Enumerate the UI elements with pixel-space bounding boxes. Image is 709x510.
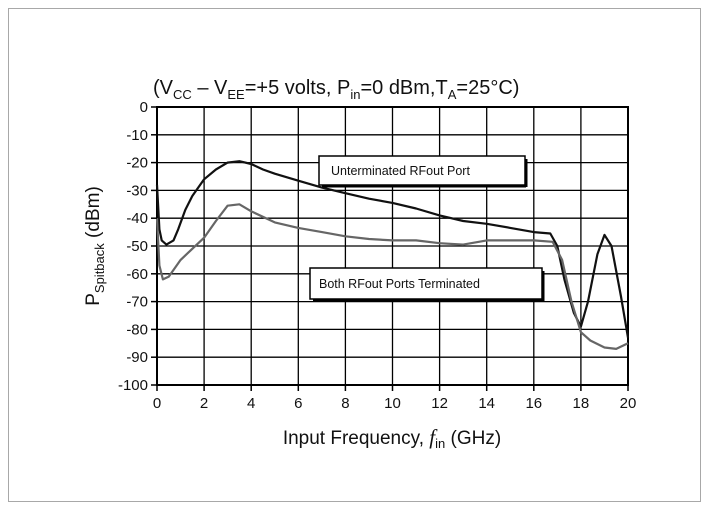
annotation-unterminated: Unterminated RFout Port xyxy=(318,155,528,188)
series-line-terminated xyxy=(155,203,629,350)
y-tick-label: -60 xyxy=(126,266,148,283)
y-axis-label: PSpitback (dBm) xyxy=(83,186,107,306)
y-tick-label: 0 xyxy=(140,99,148,116)
annotation-terminated: Both RFout Ports Terminated xyxy=(309,267,545,302)
y-tick-label: -50 xyxy=(126,238,148,255)
chart-title: (VCC – VEE=+5 volts, Pin=0 dBm,TA=25°C) xyxy=(153,77,519,102)
annotation-unterminated-text: Unterminated RFout Port xyxy=(331,164,470,178)
y-tick-label: -70 xyxy=(126,294,148,311)
y-tick-label: -10 xyxy=(126,127,148,144)
annotation-terminated-text: Both RFout Ports Terminated xyxy=(319,277,480,291)
y-tick-label: -100 xyxy=(118,377,148,394)
x-tick-label: 2 xyxy=(200,395,208,412)
x-tick-label: 12 xyxy=(431,395,448,412)
gridlines xyxy=(157,107,628,385)
x-tick-label: 4 xyxy=(247,395,255,412)
x-tick-label: 6 xyxy=(294,395,302,412)
y-tick-label: -80 xyxy=(126,321,148,338)
x-tick-label: 10 xyxy=(384,395,401,412)
series-group xyxy=(155,160,630,350)
series-line-unterminated xyxy=(155,160,630,338)
y-tick-label: -90 xyxy=(126,349,148,366)
y-tick-label: -40 xyxy=(126,210,148,227)
x-tick-label: 0 xyxy=(153,395,161,412)
x-tick-label: 8 xyxy=(341,395,349,412)
x-axis-label: Input Frequency, fin (GHz) xyxy=(283,425,501,451)
y-tick-label: -30 xyxy=(126,182,148,199)
axis-ticks: 0 2 4 6 8 10 12 14 16 18 20 0 -10 -20 -30 -40 -50 -60 -70 -… xyxy=(118,99,636,412)
x-tick-label: 14 xyxy=(478,395,495,412)
figure-frame xyxy=(8,8,701,502)
y-tick-label: -20 xyxy=(126,155,148,172)
x-tick-label: 16 xyxy=(525,395,542,412)
x-tick-label: 18 xyxy=(573,395,590,412)
x-tick-label: 20 xyxy=(620,395,637,412)
